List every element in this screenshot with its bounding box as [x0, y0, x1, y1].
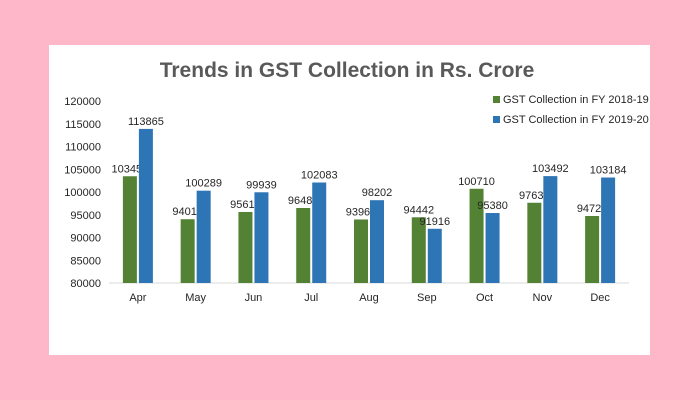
legend-swatch-2019-20	[493, 116, 500, 123]
bar-fy-2019-20	[312, 182, 327, 283]
data-label: 97637	[519, 190, 550, 202]
data-label: 103492	[532, 163, 569, 175]
x-tick-label: Oct	[476, 292, 493, 304]
x-tick-label: May	[185, 292, 206, 304]
legend-label-2019-20: GST Collection in FY 2019-20	[503, 114, 649, 126]
data-label: 103184	[590, 165, 627, 177]
bar-fy-2019-20	[254, 192, 269, 283]
bar-fy-2019-20	[601, 177, 616, 283]
legend-label-2018-19: GST Collection in FY 2018-19	[503, 94, 649, 106]
x-tick-label: Aug	[359, 292, 379, 304]
bar-fy-2018-19	[469, 188, 484, 283]
chart-card: Trends in GST Collection in Rs. Crore GS…	[49, 45, 650, 355]
y-tick-label: 115000	[65, 119, 101, 131]
data-label: 102083	[301, 170, 338, 182]
legend: GST Collection in FY 2018-19 GST Collect…	[493, 94, 649, 126]
chart-svg: Trends in GST Collection in Rs. Crore GS…	[64, 59, 649, 304]
data-label: 94442	[403, 204, 434, 216]
x-tick-label: Jun	[245, 292, 263, 304]
y-tick-label: 90000	[70, 233, 101, 245]
bar-fy-2019-20	[427, 228, 442, 283]
x-tick-label: Jul	[304, 292, 318, 304]
bar-fy-2019-20	[138, 128, 153, 283]
bar-fy-2018-19	[122, 176, 137, 283]
legend-swatch-2018-19	[493, 96, 500, 103]
data-label: 93960	[346, 206, 377, 218]
data-label: 95380	[477, 200, 508, 212]
y-tick-label: 85000	[70, 255, 101, 267]
bar-fy-2018-19	[411, 217, 426, 283]
y-tick-label: 110000	[65, 142, 101, 154]
x-tick-label: Nov	[533, 292, 553, 304]
bar-fy-2019-20	[196, 190, 211, 283]
bar-fy-2018-19	[354, 219, 368, 283]
data-label: 94016	[172, 206, 203, 218]
y-tick-label: 100000	[64, 187, 101, 199]
y-tick-label: 95000	[70, 210, 101, 222]
data-label: 100289	[185, 178, 222, 190]
y-tick-label: 105000	[64, 164, 101, 176]
bar-fy-2018-19	[180, 219, 195, 283]
y-tick-label: 80000	[70, 278, 101, 290]
x-tick-label: Apr	[129, 292, 146, 304]
bar-fy-2018-19	[527, 202, 542, 283]
data-label: 95610	[230, 199, 261, 211]
bar-fy-2019-20	[543, 176, 558, 283]
data-label: 100710	[458, 176, 495, 188]
data-label: 113865	[128, 116, 164, 128]
chart-title: Trends in GST Collection in Rs. Crore	[160, 59, 535, 82]
bar-fy-2018-19	[238, 211, 253, 283]
data-label: 91916	[419, 216, 450, 228]
data-label: 96483	[288, 195, 319, 207]
bar-fy-2018-19	[585, 215, 600, 283]
bar-fy-2019-20	[370, 200, 384, 283]
y-tick-label: 120000	[64, 96, 101, 108]
x-tick-label: Sep	[417, 292, 437, 304]
plot-area: 80000 85000 90000 95000 100000 105000 110000 11…	[64, 96, 629, 304]
data-label: 94726	[577, 203, 608, 215]
bar-fy-2018-19	[296, 208, 311, 283]
data-label: 99939	[246, 179, 277, 191]
data-label: 98202	[362, 187, 393, 199]
bar-fy-2019-20	[485, 213, 500, 283]
x-tick-label: Dec	[590, 292, 610, 304]
